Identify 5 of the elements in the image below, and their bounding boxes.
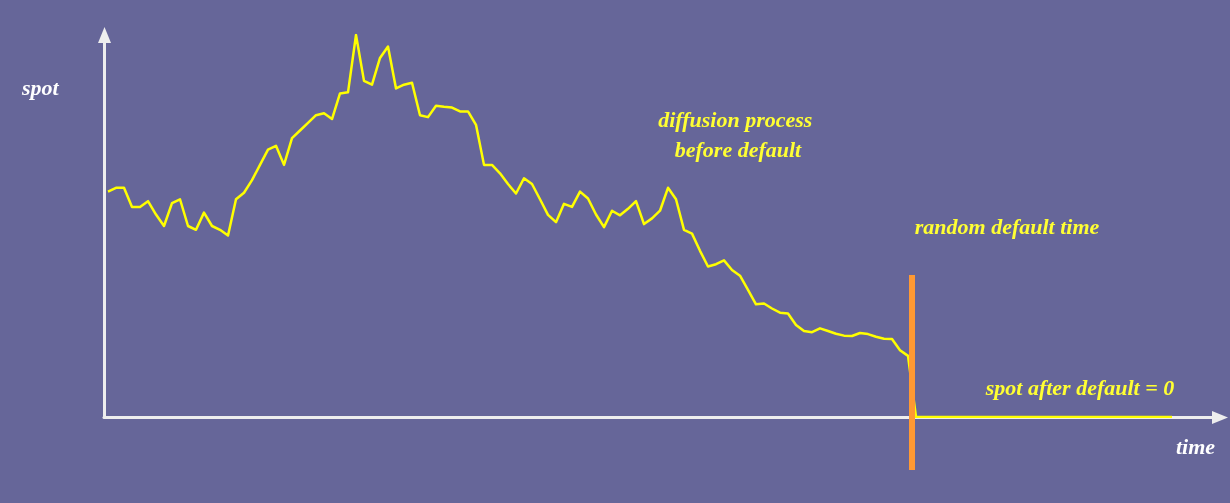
annotation: random default time xyxy=(914,213,1100,239)
x-axis-title: time xyxy=(1176,433,1216,459)
y-axis-title: spot xyxy=(21,74,60,100)
annotation: spot after default = 0 xyxy=(984,374,1175,400)
annotation: diffusion process before default xyxy=(658,106,818,162)
